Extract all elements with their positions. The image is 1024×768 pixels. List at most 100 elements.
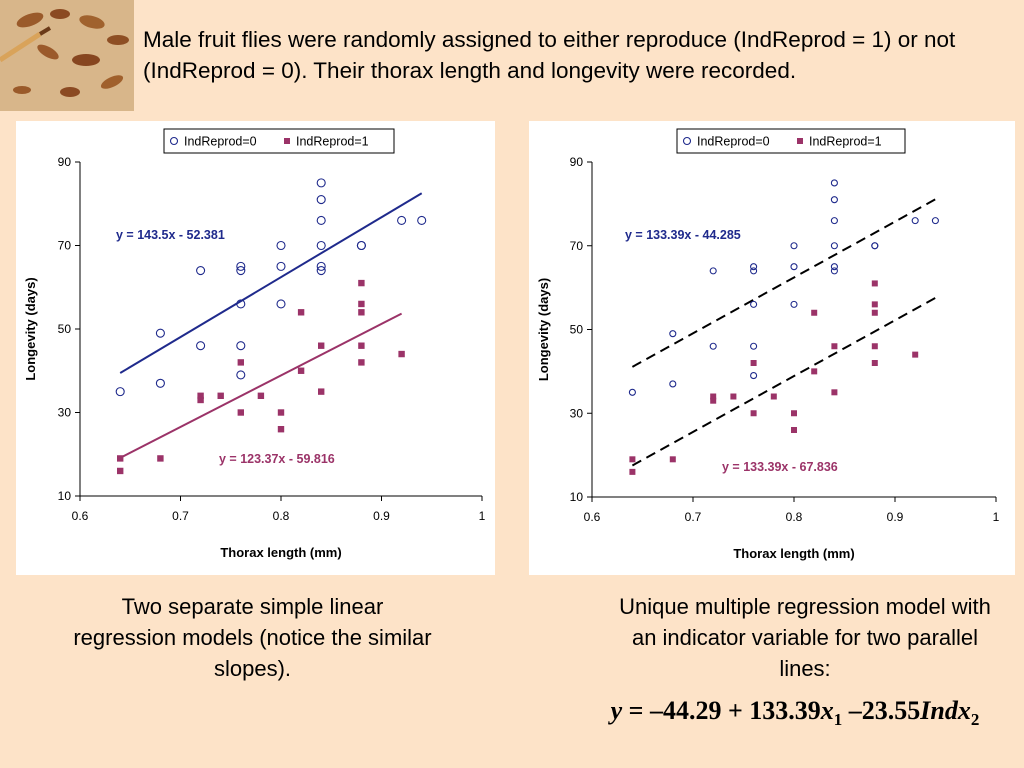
y-axis-label: Longevity (days) [23, 277, 38, 380]
data-point-indreprod-1 [831, 343, 838, 350]
data-point-indreprod-1 [730, 393, 737, 400]
x-tick-label: 1 [479, 509, 486, 523]
legend-label-indreprod-0: IndReprod=0 [697, 135, 770, 149]
data-point-indreprod-1 [871, 360, 878, 366]
data-point-indreprod-1 [217, 392, 224, 399]
data-point-indreprod-0 [196, 266, 206, 276]
data-point-indreprod-0 [276, 240, 286, 251]
equation-indicator: Indx [920, 696, 971, 725]
y-tick-label: 50 [570, 323, 584, 337]
x-tick-label: 0.7 [685, 510, 702, 524]
y-tick-label: 90 [570, 155, 584, 169]
y-tick-label: 30 [58, 406, 72, 420]
data-point-indreprod-1 [358, 359, 365, 366]
equation-indicator-subscript: 2 [970, 710, 980, 730]
y-tick-label: 10 [570, 490, 584, 504]
data-point-indreprod-1 [197, 396, 204, 404]
parallel-regression-chart: 10 30 50 70 90 0.6 0.7 0.8 0.9 1 Thorax length (mm… [536, 128, 1000, 561]
y-axis-label: Longevity (days) [536, 278, 551, 381]
data-point-indreprod-0 [276, 261, 286, 271]
data-point-indreprod-0 [236, 261, 246, 271]
data-point-indreprod-1 [358, 279, 365, 287]
data-point-indreprod-1 [117, 455, 124, 462]
data-point-indreprod-1 [811, 368, 818, 375]
data-point-indreprod-1 [398, 350, 405, 358]
equation-x1-subscript: 1 [833, 710, 843, 730]
data-point-indreprod-0 [830, 179, 838, 187]
data-point-indreprod-0 [709, 267, 717, 275]
x-axis-label: Thorax length (mm) [733, 546, 854, 561]
data-point-indreprod-0 [871, 242, 879, 250]
data-point-indreprod-0 [931, 217, 939, 225]
data-point-indreprod-0 [750, 300, 758, 308]
data-point-indreprod-0 [155, 378, 165, 388]
data-point-indreprod-1 [197, 392, 204, 399]
data-point-indreprod-0 [196, 341, 206, 351]
regression-equation-label: y = 133.39x - 67.836 [722, 460, 838, 474]
separate-regressions-chart: 10 30 50 70 90 0.6 0.7 0.8 0.9 1 Thorax length (mm… [23, 128, 486, 560]
regression-equation-label: y = 133.39x - 44.285 [625, 228, 741, 242]
data-point-indreprod-0 [316, 178, 326, 188]
data-point-indreprod-0 [316, 266, 326, 276]
data-point-indreprod-0 [750, 267, 758, 275]
data-point-indreprod-0 [236, 370, 246, 380]
legend-marker-indreprod-0 [682, 136, 692, 146]
data-point-indreprod-0 [397, 215, 407, 225]
data-point-indreprod-0 [709, 342, 717, 350]
legend-label-indreprod-0: IndReprod=0 [184, 135, 257, 149]
x-tick-label: 0.9 [887, 510, 904, 524]
data-point-indreprod-1 [629, 468, 636, 475]
data-point-indreprod-1 [710, 397, 717, 404]
data-point-indreprod-1 [277, 409, 285, 416]
regression-equation-label: y = 143.5x - 52.381 [116, 228, 225, 242]
x-tick-label: 0.8 [786, 510, 803, 524]
legend-label-indreprod-1: IndReprod=1 [296, 135, 369, 149]
data-point-indreprod-0 [155, 328, 165, 338]
y-tick-label: 50 [58, 322, 72, 336]
legend-box [676, 128, 906, 154]
fruit-fly-photo [0, 0, 134, 111]
data-point-indreprod-1 [912, 351, 919, 358]
caption-separate-models: Two separate simple linear regression mo… [73, 594, 432, 681]
data-point-indreprod-0 [830, 242, 838, 250]
y-tick-label: 30 [570, 406, 584, 420]
data-point-indreprod-1 [117, 467, 124, 475]
data-point-indreprod-0 [750, 342, 758, 350]
data-point-indreprod-1 [358, 300, 365, 308]
caption-indicator-model: Unique multiple regression model with an… [619, 594, 991, 681]
data-point-indreprod-1 [237, 409, 244, 416]
data-point-indreprod-1 [710, 393, 717, 400]
data-point-indreprod-0 [790, 300, 798, 308]
data-point-indreprod-1 [871, 280, 878, 287]
data-point-indreprod-1 [791, 410, 797, 417]
y-tick-label: 70 [58, 239, 72, 253]
data-point-indreprod-1 [791, 427, 797, 433]
equation-intercept-slope: = –44.29 + 133.39 [622, 696, 821, 725]
x-tick-label: 0.6 [72, 509, 89, 523]
x-tick-label: 0.7 [172, 509, 189, 523]
x-tick-label: 0.9 [373, 509, 390, 523]
regression-line-1 [631, 297, 936, 467]
data-point-indreprod-1 [157, 455, 164, 462]
data-point-indreprod-1 [277, 426, 285, 433]
data-point-indreprod-1 [629, 456, 636, 463]
legend-box [163, 128, 395, 154]
y-tick-label: 90 [58, 155, 72, 169]
data-point-indreprod-1 [358, 342, 365, 349]
data-point-indreprod-0 [316, 261, 326, 271]
data-point-indreprod-0 [236, 341, 246, 351]
data-point-indreprod-1 [297, 367, 305, 374]
data-point-indreprod-0 [115, 387, 125, 397]
equation-x1: x [820, 696, 834, 725]
data-point-indreprod-1 [318, 342, 325, 349]
data-point-indreprod-1 [811, 309, 818, 316]
data-point-indreprod-0 [790, 263, 798, 271]
y-tick-label: 70 [570, 239, 584, 253]
chart-panel-parallel: 10 30 50 70 90 0.6 0.7 0.8 0.9 1 Thorax length (mm… [529, 121, 1015, 575]
chart-panel-separate: 10 30 50 70 90 0.6 0.7 0.8 0.9 1 Thorax length (mm… [16, 121, 495, 575]
regression-line-1 [119, 312, 403, 459]
equation-response: y [610, 696, 623, 725]
data-point-indreprod-0 [669, 330, 677, 338]
data-point-indreprod-1 [871, 309, 878, 316]
data-point-indreprod-0 [628, 388, 636, 396]
